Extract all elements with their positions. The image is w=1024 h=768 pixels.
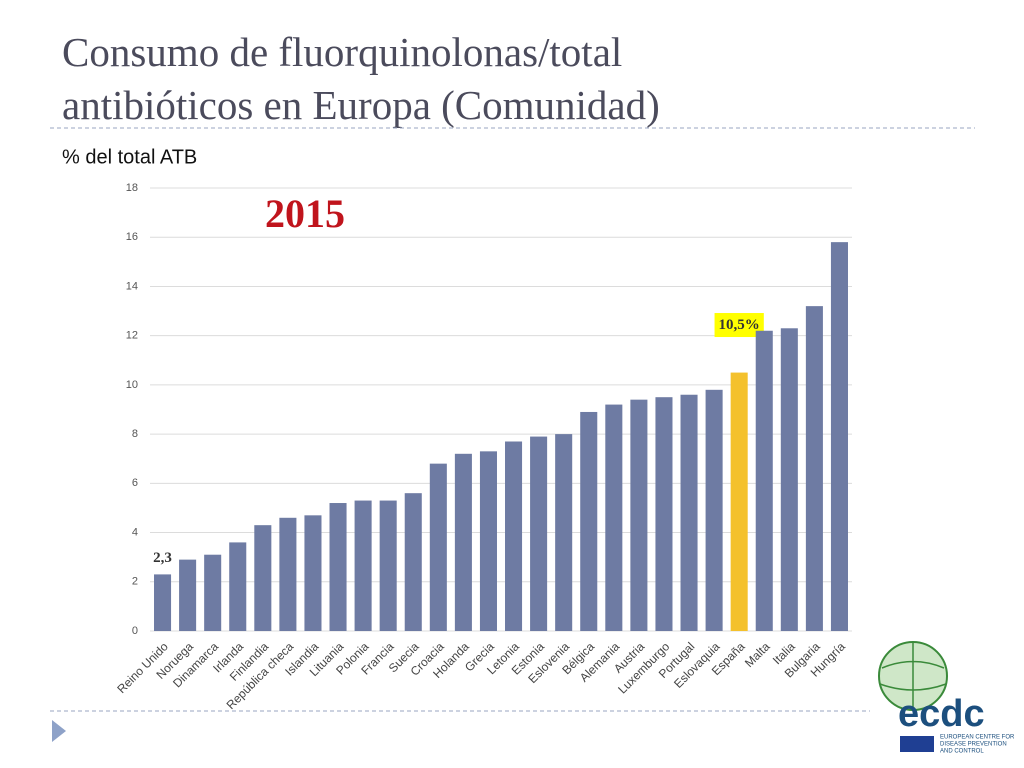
bar — [254, 525, 272, 631]
bar — [655, 397, 673, 631]
bar — [229, 542, 247, 631]
y-axis-label: % del total ATB — [62, 146, 197, 168]
bar — [505, 441, 523, 631]
bar — [780, 328, 798, 631]
bar — [179, 559, 197, 631]
title-line: Consumo de fluorquinolonas/total — [62, 29, 622, 75]
value-label-background — [714, 313, 764, 338]
bar — [329, 503, 347, 631]
globe-lines — [879, 642, 947, 710]
bar — [429, 463, 447, 631]
bar — [830, 242, 848, 631]
y-tick-label: 4 — [132, 526, 138, 538]
y-tick-label: 16 — [126, 231, 138, 243]
bar — [755, 330, 773, 631]
y-tick-label: 12 — [126, 330, 138, 342]
bar — [154, 574, 172, 631]
bar — [705, 389, 723, 631]
bar — [379, 500, 397, 631]
bar — [530, 436, 548, 631]
logo-name: ecdc — [898, 693, 985, 735]
value-label: 10,5% — [719, 317, 760, 333]
y-tick-label: 6 — [132, 477, 138, 489]
title-line: antibióticos en Europa (Comunidad) — [62, 82, 660, 128]
bar — [404, 493, 422, 631]
y-tick-label: 18 — [126, 182, 138, 194]
y-tick-label: 8 — [132, 428, 138, 440]
bar — [354, 500, 372, 631]
x-tick-label: Malta — [742, 639, 773, 670]
bar — [279, 517, 297, 631]
bar — [730, 372, 748, 631]
y-tick-label: 2 — [132, 576, 138, 588]
annotation: 2015 — [265, 191, 345, 236]
logo-subtitle: AND CONTROL — [940, 749, 984, 755]
bar — [680, 394, 698, 631]
value-label: 2,3 — [153, 550, 172, 566]
bar — [605, 404, 623, 631]
eu-flag — [900, 736, 934, 752]
y-tick-label: 10 — [126, 379, 138, 391]
bar — [479, 451, 497, 631]
bar — [304, 515, 322, 631]
bar — [204, 554, 222, 631]
bullet — [52, 720, 66, 742]
bar — [630, 399, 648, 631]
y-tick-label: 14 — [126, 280, 138, 292]
bar — [454, 453, 472, 631]
logo-subtitle: EUROPEAN CENTRE FOR — [940, 735, 1015, 741]
logo-subtitle: DISEASE PREVENTION — [940, 742, 1007, 748]
logo: ecdc EUROPEAN CENTRE FOR DISEASE PREVENT… — [878, 641, 1015, 755]
bar — [555, 434, 573, 631]
bar — [580, 411, 598, 631]
bar — [805, 306, 823, 631]
y-tick-label: 0 — [132, 625, 138, 637]
